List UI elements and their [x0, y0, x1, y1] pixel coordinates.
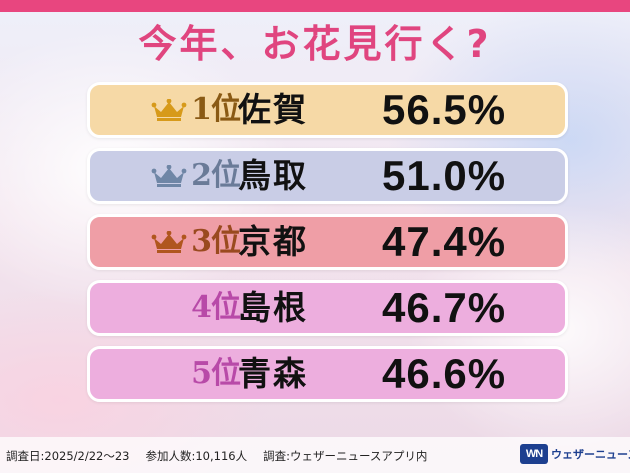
- ranking-row: 4位 島根 46.7%: [87, 280, 568, 336]
- prefecture-label: 鳥取: [238, 156, 308, 195]
- rank-label: 4位: [191, 290, 241, 325]
- percent-label: 46.6%: [382, 350, 507, 397]
- crown-icon: [151, 99, 187, 121]
- rank-cell: 4位: [90, 283, 241, 333]
- logo-name: ウェザーニュース: [551, 448, 630, 461]
- percent-label: 47.4%: [382, 218, 507, 265]
- rank-label: 2位: [191, 158, 241, 193]
- percent-label: 51.0%: [382, 152, 507, 199]
- survey-source: 調査:ウェザーニュースアプリ内: [263, 449, 428, 463]
- prefecture-label: 島根: [238, 288, 308, 327]
- top-accent-bar: [0, 0, 630, 12]
- survey-date: 調査日:2025/2/22〜23: [6, 449, 130, 463]
- percent-label: 56.5%: [382, 86, 507, 133]
- rank-label: 1位: [191, 92, 241, 127]
- ranking-row: 3位 京都 47.4%: [87, 214, 568, 270]
- prefecture-label: 京都: [238, 222, 308, 261]
- rank-cell: 1位: [90, 85, 241, 135]
- rank-label: 5位: [191, 356, 241, 391]
- chart-title: 今年、お花見行く?: [138, 22, 492, 66]
- rank-cell: 5位: [90, 349, 241, 399]
- weathernews-logo: WN ウェザーニュース: [520, 441, 630, 467]
- rank-cell: 3位: [90, 217, 241, 267]
- prefecture-label: 青森: [238, 354, 308, 393]
- crown-icon: [151, 165, 187, 187]
- ranking-row: 1位 佐賀 56.5%: [87, 82, 568, 138]
- crown-icon: [151, 231, 187, 253]
- logo-mark: WN: [520, 444, 548, 464]
- prefecture-label: 佐賀: [238, 90, 308, 129]
- survey-info: 調査日:2025/2/22〜23 参加人数:10,116人 調査:ウェザーニュースア…: [6, 448, 443, 464]
- survey-participants: 参加人数:10,116人: [145, 449, 248, 463]
- rank-cell: 2位: [90, 151, 241, 201]
- rank-label: 3位: [191, 224, 241, 259]
- percent-label: 46.7%: [382, 284, 507, 331]
- ranking-row: 5位 青森 46.6%: [87, 346, 568, 402]
- ranking-row: 2位 鳥取 51.0%: [87, 148, 568, 204]
